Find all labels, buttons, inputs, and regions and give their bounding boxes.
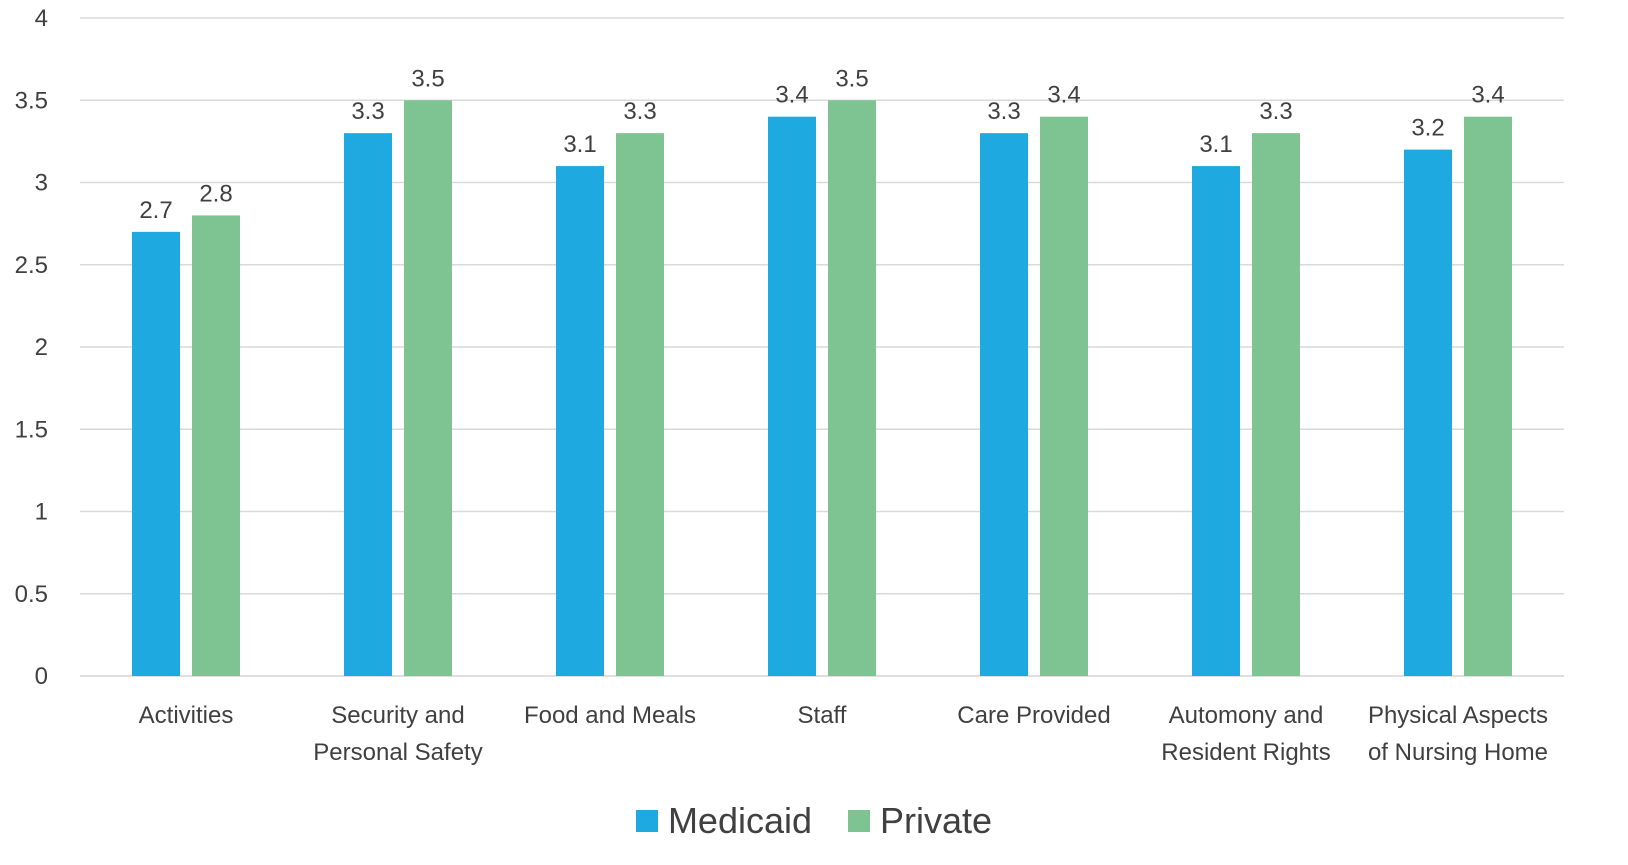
bar-private [616,133,664,676]
y-tick-label: 3.5 [15,87,48,114]
y-tick-label: 2 [35,334,48,361]
data-label-private: 3.5 [411,65,444,92]
legend-item-medicaid: Medicaid [635,800,813,842]
bar-medicaid [556,166,604,677]
x-category-label: of Nursing Home [1368,739,1548,766]
y-tick-label: 2.5 [15,252,48,279]
legend-label-medicaid: Medicaid [667,800,813,841]
data-labels: 2.7 2.8 3.3 3.5 3.1 3.3 3.4 3.5 3.3 3.4 3.1 3.3 3.2 3… [139,65,1504,224]
data-label-private: 3.3 [1259,98,1292,125]
y-tick-label: 1 [35,499,48,526]
data-label-private: 3.4 [1471,82,1504,109]
data-label-medicaid: 3.4 [775,82,808,109]
y-tick-label: 4 [35,5,48,32]
data-label-medicaid: 3.3 [351,98,384,125]
data-label-medicaid: 3.3 [987,98,1020,125]
gridlines [80,17,1564,677]
data-label-private: 2.8 [199,180,232,207]
y-tick-label: 1.5 [15,416,48,443]
x-category-label: Food and Meals [524,702,696,729]
bar-private [828,100,876,676]
x-category-label: Personal Safety [313,739,482,766]
x-category-label: Staff [798,702,847,729]
bar-private [1464,116,1512,676]
bar-medicaid [132,231,180,676]
legend-swatch-medicaid [635,810,658,832]
data-label-medicaid: 3.1 [1199,131,1232,158]
x-category-label: Automony and [1169,702,1324,729]
bar-medicaid [768,116,816,676]
bar-private [192,215,240,676]
x-category-label: Activities [139,702,234,729]
legend-swatch-private [848,810,871,832]
y-tick-label: 0.5 [15,581,48,608]
y-tick-label: 0 [35,663,48,690]
bar-medicaid [1404,149,1452,677]
legend-label-private: Private [880,800,993,841]
bar-medicaid [1192,166,1240,677]
data-label-private: 3.3 [623,98,656,125]
x-axis-categories: Activities Security and Personal Safety Foo… [139,702,1548,766]
data-label-private: 3.4 [1047,82,1080,109]
x-category-label: Care Provided [957,702,1110,729]
bar-private [1040,116,1088,676]
data-label-medicaid: 3.2 [1411,115,1444,142]
x-category-label: Resident Rights [1161,739,1330,766]
x-category-label: Security and [331,702,464,729]
bar-private [1252,133,1300,676]
y-tick-label: 3 [35,170,48,197]
data-label-medicaid: 2.7 [139,197,172,224]
bar-private [404,100,452,676]
data-label-private: 3.5 [835,65,868,92]
data-label-medicaid: 3.1 [563,131,596,158]
bar-medicaid [344,133,392,676]
x-category-label: Physical Aspects [1368,702,1548,729]
legend-item-private: Private [848,800,992,842]
bar-medicaid [980,133,1028,676]
legend: Medicaid Private [0,796,1628,846]
y-axis-ticks: 0 0.5 1 1.5 2 2.5 3 3.5 4 [15,5,48,690]
bars [132,100,1512,677]
